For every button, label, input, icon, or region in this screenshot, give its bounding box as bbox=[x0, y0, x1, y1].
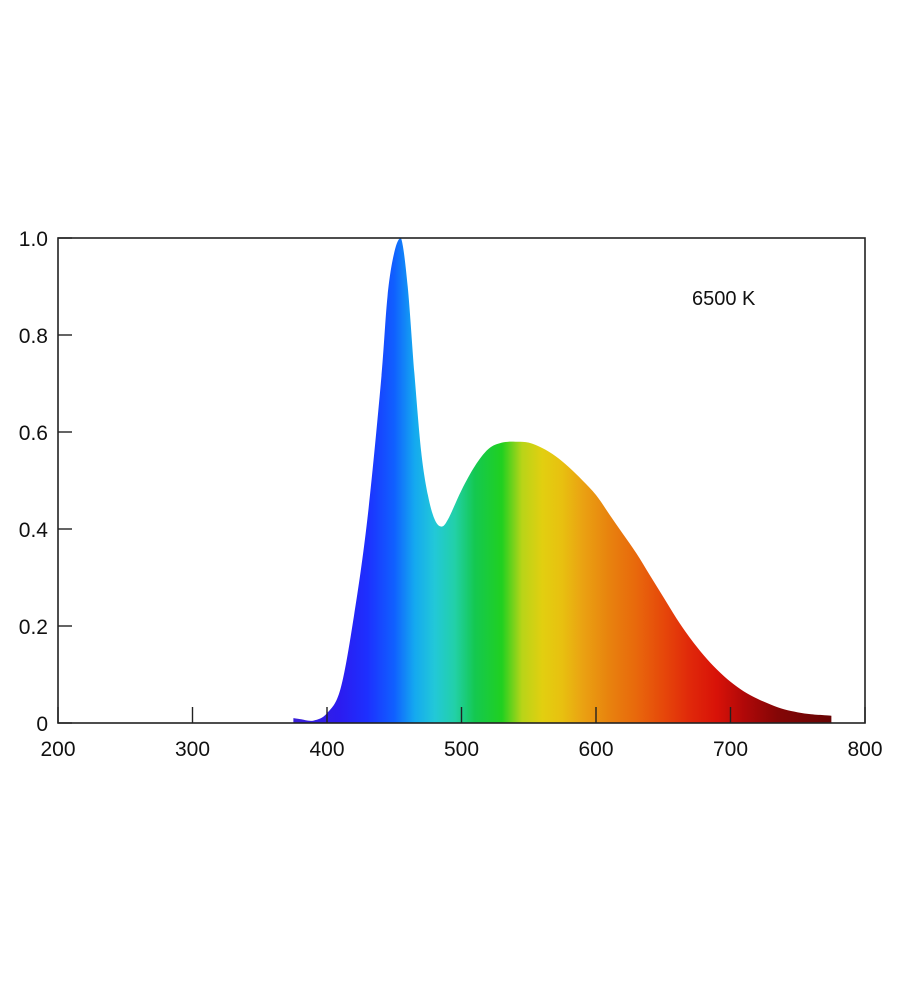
x-tick-label: 500 bbox=[444, 738, 479, 761]
x-tick-label: 600 bbox=[578, 738, 613, 761]
y-tick-label: 0 bbox=[36, 713, 48, 736]
x-tick-label: 200 bbox=[40, 738, 75, 761]
x-tick-label: 800 bbox=[847, 738, 882, 761]
x-tick-label: 400 bbox=[309, 738, 344, 761]
y-tick-label: 1.0 bbox=[19, 228, 48, 251]
x-tick-label: 700 bbox=[713, 738, 748, 761]
ticks-layer: 200 300 400 500 600 700 800 0 0.2 0.4 0.6 0.8 1.0 bbox=[19, 228, 883, 761]
spectrum-area bbox=[293, 238, 832, 723]
y-tick-label: 0.2 bbox=[19, 616, 48, 639]
x-tick-label: 300 bbox=[175, 738, 210, 761]
y-tick-label: 0.4 bbox=[19, 519, 49, 542]
area-layer bbox=[293, 238, 832, 723]
y-tick-label: 0.8 bbox=[19, 325, 48, 348]
y-tick-label: 0.6 bbox=[19, 422, 48, 445]
color-temperature-label: 6500 K bbox=[692, 288, 756, 310]
